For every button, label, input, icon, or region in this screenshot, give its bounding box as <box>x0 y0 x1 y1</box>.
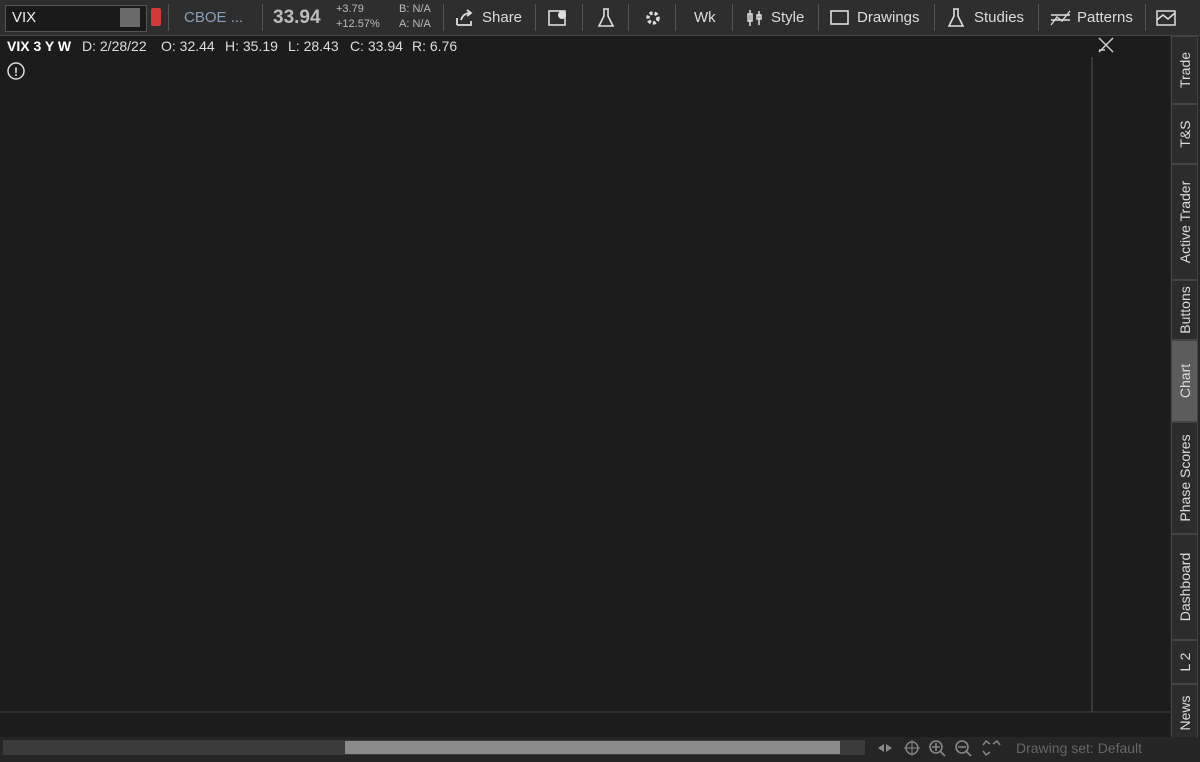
side-tab[interactable]: L 2 <box>1171 640 1198 684</box>
separator <box>628 4 629 31</box>
side-tab-label: Trade <box>1176 51 1193 89</box>
separator <box>818 4 819 31</box>
bid: B: N/A <box>399 3 431 15</box>
alert-icon[interactable] <box>7 62 25 80</box>
header-range: R: 6.76 <box>412 38 458 54</box>
change-percent: +12.57% <box>336 18 380 30</box>
side-tab-label: News <box>1176 695 1193 731</box>
last-price: 33.94 <box>273 7 321 28</box>
side-tab[interactable]: Active Trader <box>1171 164 1198 280</box>
separator <box>443 4 444 31</box>
header-high: H: 35.19 <box>225 38 278 54</box>
side-tab[interactable]: Buttons <box>1171 280 1198 340</box>
patterns-button[interactable]: Patterns <box>1077 9 1133 26</box>
change: +3.79 <box>336 3 364 15</box>
style-icon <box>747 10 762 26</box>
ask: A: N/A <box>399 18 431 30</box>
side-tab[interactable]: T&S <box>1171 104 1198 164</box>
footer: Drawing set: Default <box>0 737 1200 762</box>
side-tab[interactable]: Dashboard <box>1171 534 1198 640</box>
header-open: O: 32.44 <box>161 38 215 54</box>
study-title: VIX 3 Y W <box>7 38 72 54</box>
separator <box>535 4 536 31</box>
extra-icon[interactable] <box>1156 8 1178 28</box>
share-icon <box>456 9 473 26</box>
drawing-set[interactable]: Drawing set: Default <box>1016 740 1143 756</box>
scrollbar-thumb[interactable] <box>345 741 840 754</box>
settings-icon[interactable] <box>643 8 663 28</box>
studies-icon <box>947 8 965 27</box>
style-button[interactable]: Style <box>771 9 805 26</box>
separator <box>582 4 583 31</box>
flask-icon[interactable] <box>596 7 616 29</box>
separator <box>732 4 733 31</box>
side-tab-label: Dashboard <box>1176 552 1193 622</box>
side-tab[interactable]: News <box>1171 684 1198 742</box>
side-tab-label: Buttons <box>1176 286 1193 334</box>
patterns-icon <box>1050 10 1071 26</box>
x-axis-band <box>0 712 1170 737</box>
studies-button[interactable]: Studies <box>974 9 1025 26</box>
snapshot-icon[interactable] <box>548 8 570 28</box>
side-tabs: Trade T&S Active Trader Buttons Chart Phase S… <box>1170 36 1200 742</box>
symbol-dropdown[interactable] <box>120 8 140 27</box>
separator <box>1038 4 1039 31</box>
separator <box>168 4 169 31</box>
side-tab[interactable]: Trade <box>1171 36 1198 104</box>
separator <box>1145 4 1146 31</box>
symbol: VIX <box>12 9 37 26</box>
header-date: D: 2/28/22 <box>82 38 147 54</box>
toolbar: VIX CBOE ... 33.94 +3.79 +12.57% B: N/A … <box>0 0 1200 36</box>
crosshair-icon[interactable] <box>1098 37 1114 53</box>
share-button[interactable]: Share <box>482 9 523 26</box>
side-tab-label: Phase Scores <box>1176 434 1193 522</box>
separator <box>934 4 935 31</box>
header-low: L: 28.43 <box>288 38 339 54</box>
side-tab-label: Chart <box>1176 363 1193 399</box>
side-tab[interactable]: Chart <box>1171 340 1198 422</box>
exchange: CBOE ... <box>184 9 244 26</box>
side-tab-label: Active Trader <box>1176 180 1193 264</box>
drawings-button[interactable]: Drawings <box>857 9 920 26</box>
header-close: C: 33.94 <box>350 38 403 54</box>
separator <box>675 4 676 31</box>
alert-icon-mark: ! <box>14 65 18 79</box>
side-tab-label: L 2 <box>1176 652 1193 672</box>
side-tab[interactable]: Phase Scores <box>1171 422 1198 534</box>
status-flag <box>151 8 161 26</box>
zoom-controls[interactable] <box>870 737 1010 759</box>
aggregation-button[interactable]: Wk <box>694 9 716 26</box>
side-tab-label: T&S <box>1176 120 1193 148</box>
drawings-icon <box>830 10 849 25</box>
separator <box>262 4 263 31</box>
plot-background <box>0 57 1170 737</box>
